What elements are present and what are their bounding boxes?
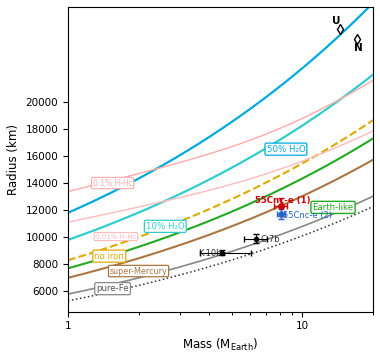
Text: Earth-like: Earth-like bbox=[312, 203, 354, 212]
Text: N: N bbox=[355, 43, 363, 53]
Text: U: U bbox=[332, 16, 341, 26]
Text: super-Mercury: super-Mercury bbox=[110, 266, 168, 275]
Text: no iron: no iron bbox=[94, 252, 124, 261]
X-axis label: Mass (M$_{\rm Earth}$): Mass (M$_{\rm Earth}$) bbox=[182, 337, 259, 353]
Text: C-7b: C-7b bbox=[260, 235, 280, 244]
Text: 10% H₂O: 10% H₂O bbox=[146, 222, 185, 231]
Text: pure-Fe: pure-Fe bbox=[96, 284, 129, 293]
Text: 0.1% H-Hc: 0.1% H-Hc bbox=[93, 179, 133, 188]
Text: K-10b: K-10b bbox=[198, 249, 222, 258]
Text: 0.01% H-Hc: 0.01% H-Hc bbox=[95, 234, 136, 239]
Text: 55Cnc-e (1): 55Cnc-e (1) bbox=[255, 196, 311, 205]
Text: 50% H₂O: 50% H₂O bbox=[266, 145, 305, 154]
Y-axis label: Radius (km): Radius (km) bbox=[7, 124, 20, 195]
Text: 55Cnc-e (2): 55Cnc-e (2) bbox=[283, 211, 332, 220]
